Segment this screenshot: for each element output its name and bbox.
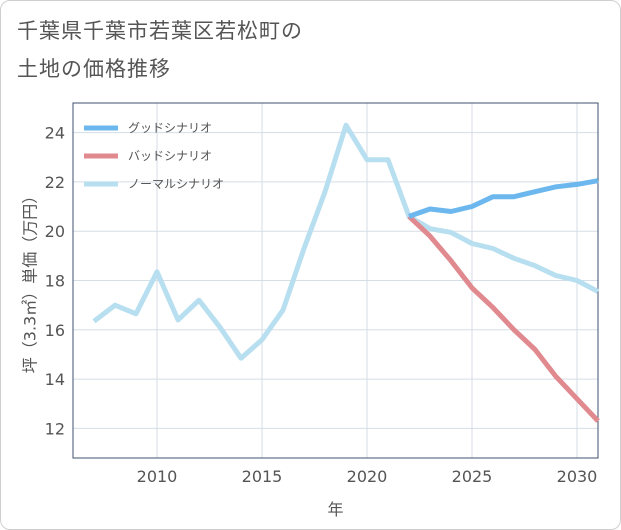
grid-lines bbox=[73, 103, 598, 458]
y-tick-label: 14 bbox=[45, 370, 65, 389]
y-tick-label: 12 bbox=[45, 419, 65, 438]
y-tick-label: 22 bbox=[45, 173, 65, 192]
legend-label: バッドシナリオ bbox=[128, 149, 212, 163]
x-axis-ticks: 2010 2015 2020 2025 2030 bbox=[137, 467, 598, 486]
x-tick-label: 2020 bbox=[347, 467, 388, 486]
chart-title-line-2: 土地の価格推移 bbox=[17, 57, 171, 81]
series-layer bbox=[92, 122, 600, 423]
legend-item-bad: バッドシナリオ bbox=[84, 149, 212, 163]
chart-title-line-1: 千葉県千葉市若葉区若松町の bbox=[17, 19, 303, 43]
y-axis-ticks: 12 14 16 18 20 22 24 bbox=[45, 124, 65, 439]
legend-label: ノーマルシナリオ bbox=[128, 177, 224, 191]
plot-area-border bbox=[72, 102, 599, 459]
y-tick-label: 16 bbox=[45, 321, 65, 340]
legend-item-normal: ノーマルシナリオ bbox=[84, 177, 224, 191]
legend-item-good: グッドシナリオ bbox=[84, 121, 212, 135]
legend-label: グッドシナリオ bbox=[128, 121, 212, 135]
x-tick-label: 2025 bbox=[452, 467, 493, 486]
x-axis-label: 年 bbox=[327, 500, 343, 519]
y-tick-label: 24 bbox=[45, 124, 65, 143]
x-tick-label: 2030 bbox=[557, 467, 598, 486]
x-tick-label: 2010 bbox=[137, 467, 178, 486]
series-line-good bbox=[408, 178, 599, 219]
series-line-normal bbox=[92, 122, 600, 361]
x-tick-label: 2015 bbox=[242, 467, 283, 486]
y-tick-label: 20 bbox=[45, 222, 65, 241]
series-line-bad bbox=[407, 214, 600, 423]
y-tick-label: 18 bbox=[45, 272, 65, 291]
y-axis-label: 坪（3.3㎡）単価（万円） bbox=[21, 188, 40, 373]
